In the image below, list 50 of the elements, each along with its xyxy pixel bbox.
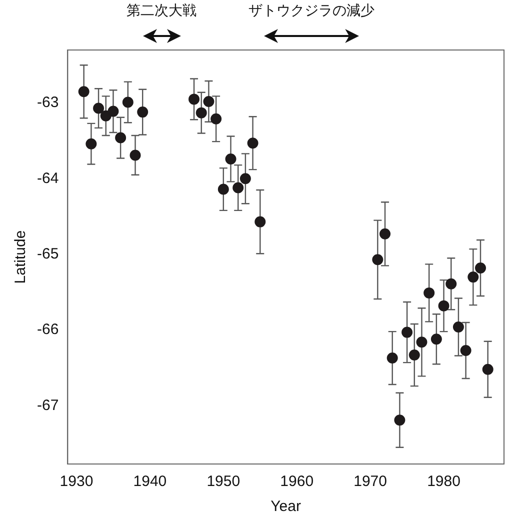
- text: 第二次大戦: [126, 2, 197, 20]
- y-tick-label: -64: [36, 170, 59, 187]
- point: [93, 102, 104, 114]
- point: [254, 216, 266, 228]
- point: [232, 182, 244, 194]
- point: [130, 150, 141, 161]
- point: [482, 364, 494, 375]
- point: [225, 153, 236, 164]
- point: [408, 350, 420, 361]
- point: [372, 254, 384, 266]
- x-tick-label: 1930: [60, 473, 94, 490]
- x-tick-label: 1940: [133, 473, 167, 490]
- point: [100, 110, 112, 122]
- point: [115, 132, 126, 144]
- x-tick-label: 1950: [206, 473, 240, 490]
- point: [380, 228, 391, 240]
- y-tick-label: -63: [36, 94, 59, 112]
- point: [386, 352, 398, 364]
- x-axis-title: Year: [270, 498, 301, 516]
- point: [394, 414, 406, 426]
- point: [210, 113, 222, 124]
- point: [438, 300, 450, 312]
- point: [78, 86, 90, 98]
- point: [460, 344, 472, 356]
- point: [240, 173, 251, 184]
- point: [122, 96, 134, 108]
- y-tick-label: -66: [36, 321, 59, 338]
- point: [452, 322, 464, 333]
- point: [188, 94, 200, 105]
- point: [402, 326, 413, 338]
- y-axis-title: Latitude: [12, 230, 30, 284]
- point: [196, 107, 207, 118]
- x-tick-label: 1960: [280, 473, 314, 490]
- point: [430, 334, 442, 345]
- point: [474, 262, 486, 274]
- y-tick-label: -65: [36, 245, 59, 262]
- point: [446, 278, 457, 290]
- x-tick-label: 1970: [354, 473, 387, 490]
- text: ザトウクジラの減少: [248, 2, 375, 20]
- point: [424, 287, 435, 298]
- point: [86, 138, 97, 150]
- point: [203, 96, 214, 107]
- x-tick-label: 1980: [427, 473, 460, 490]
- point: [108, 106, 119, 117]
- point: [218, 184, 229, 195]
- point: [468, 272, 479, 283]
- y-tick-label: -67: [36, 396, 59, 414]
- point: [247, 138, 258, 149]
- point: [137, 106, 148, 118]
- point: [416, 336, 428, 348]
